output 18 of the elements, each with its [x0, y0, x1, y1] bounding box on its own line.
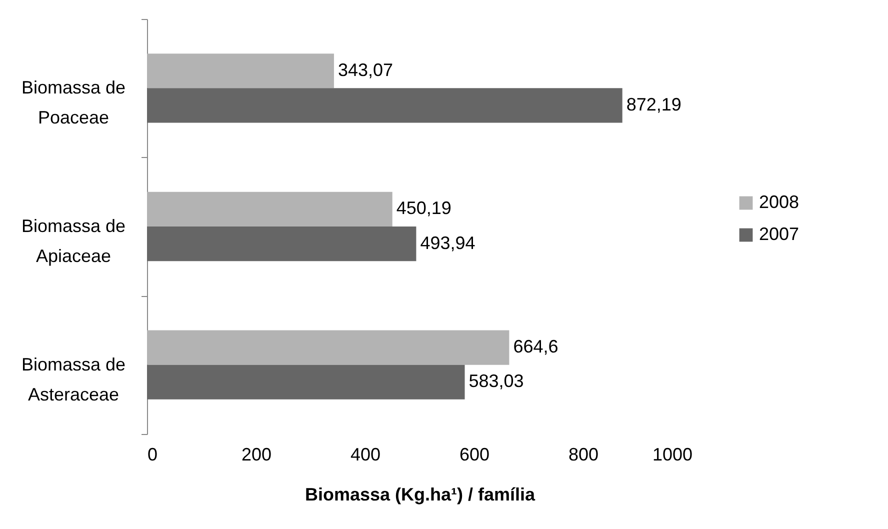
legend-label: 2008 [759, 192, 800, 212]
x-tick-label: 600 [459, 444, 490, 464]
data-label: 450,19 [396, 198, 452, 218]
x-axis-title: Biomassa (Kg.ha¹) / família [304, 484, 536, 504]
data-label: 583,03 [468, 371, 524, 392]
x-tick-label: 0 [148, 444, 158, 464]
legend-label: 2007 [759, 224, 800, 244]
y-tick-label: Biomassa de Apiaceae [21, 216, 126, 266]
x-tick-label: 400 [350, 444, 381, 464]
data-label: 664,6 [513, 336, 558, 357]
data-label: 493,94 [420, 232, 476, 253]
x-tick-label: 200 [241, 444, 272, 464]
x-tick-label: 800 [568, 444, 599, 464]
y-tick-label: Biomassa de Asteraceae [21, 354, 126, 404]
y-tick-label: Biomassa de Poaceae [21, 78, 126, 128]
data-label: 343,07 [338, 60, 394, 80]
data-label: 872,19 [626, 94, 682, 114]
x-tick-label: 1000 [652, 444, 692, 464]
